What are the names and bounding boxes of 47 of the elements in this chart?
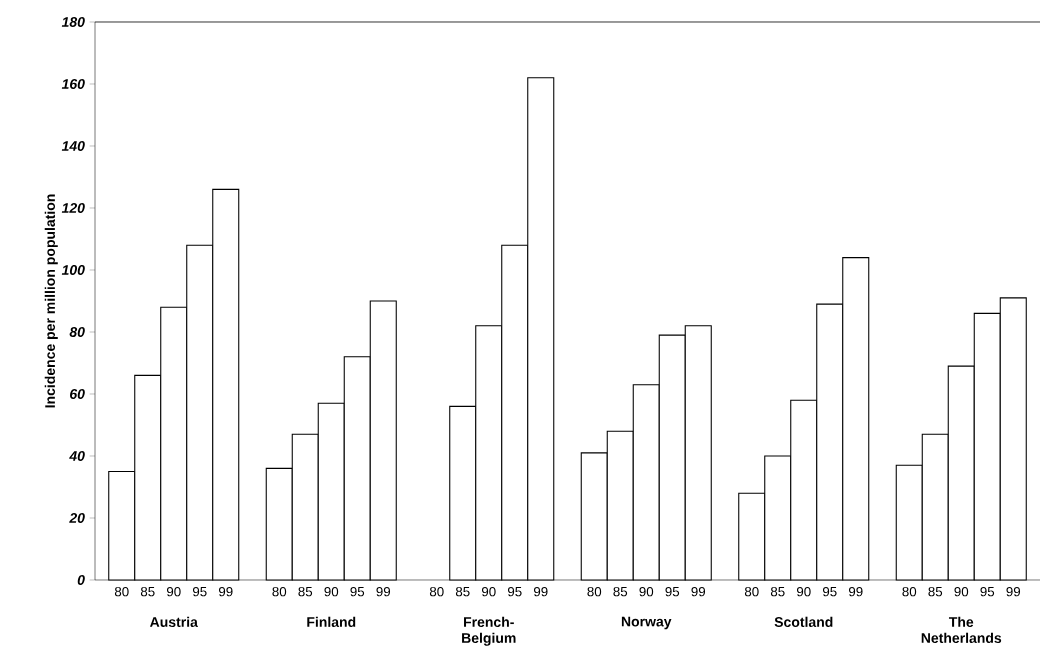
- text: 95: [507, 586, 522, 597]
- text: 80: [902, 586, 917, 597]
- text: 95: [822, 586, 837, 597]
- series-label: 99: [218, 586, 233, 597]
- y-tick-label: 80: [69, 327, 85, 337]
- y-tick-label: 60: [70, 389, 85, 399]
- text: 99: [691, 586, 706, 597]
- text: 99: [533, 586, 548, 597]
- x-tick-label: Finland: [307, 616, 356, 627]
- x-tick-label: Scotland: [774, 616, 833, 627]
- series-label: 85: [140, 586, 155, 597]
- y-tick-label: 180: [61, 17, 85, 27]
- text: 90: [954, 586, 969, 597]
- text: 99: [1006, 586, 1021, 597]
- text: 95: [980, 586, 995, 597]
- x-tick-label: Norway: [621, 616, 672, 630]
- y-tick-label: 100: [61, 265, 85, 275]
- x-tick-label: The Netherlands: [921, 616, 1002, 643]
- text: 90: [324, 586, 339, 597]
- text: 80: [272, 586, 287, 597]
- text: 99: [376, 586, 391, 597]
- series-label: 90: [166, 586, 181, 597]
- text: 95: [665, 586, 680, 597]
- text: 85: [298, 586, 313, 597]
- text: 80: [429, 586, 444, 597]
- text: 85: [928, 586, 943, 597]
- y-tick-label: 40: [69, 451, 85, 461]
- text: 85: [455, 586, 470, 597]
- text: 80: [587, 586, 602, 597]
- text: 80: [744, 586, 759, 597]
- text: 85: [770, 586, 785, 597]
- y-tick-label: 160: [61, 79, 85, 89]
- y-tick-label: 120: [61, 203, 85, 213]
- x-tick-label: French-Belgium: [462, 616, 516, 646]
- series-label: 80: [114, 586, 129, 597]
- text: 95: [350, 586, 365, 597]
- x-tick-label: Austria: [149, 616, 198, 627]
- text: 99: [848, 586, 863, 597]
- y-tick-label: 0: [77, 575, 85, 585]
- y-tick-label: 20: [69, 513, 85, 523]
- y-tick-label: 140: [61, 141, 85, 151]
- text: 90: [796, 586, 811, 597]
- text: 85: [613, 586, 628, 597]
- text: 90: [481, 586, 496, 597]
- series-label: 95: [192, 586, 207, 597]
- y-axis-title: Incidence per million population: [44, 194, 58, 408]
- text: 90: [639, 586, 654, 597]
